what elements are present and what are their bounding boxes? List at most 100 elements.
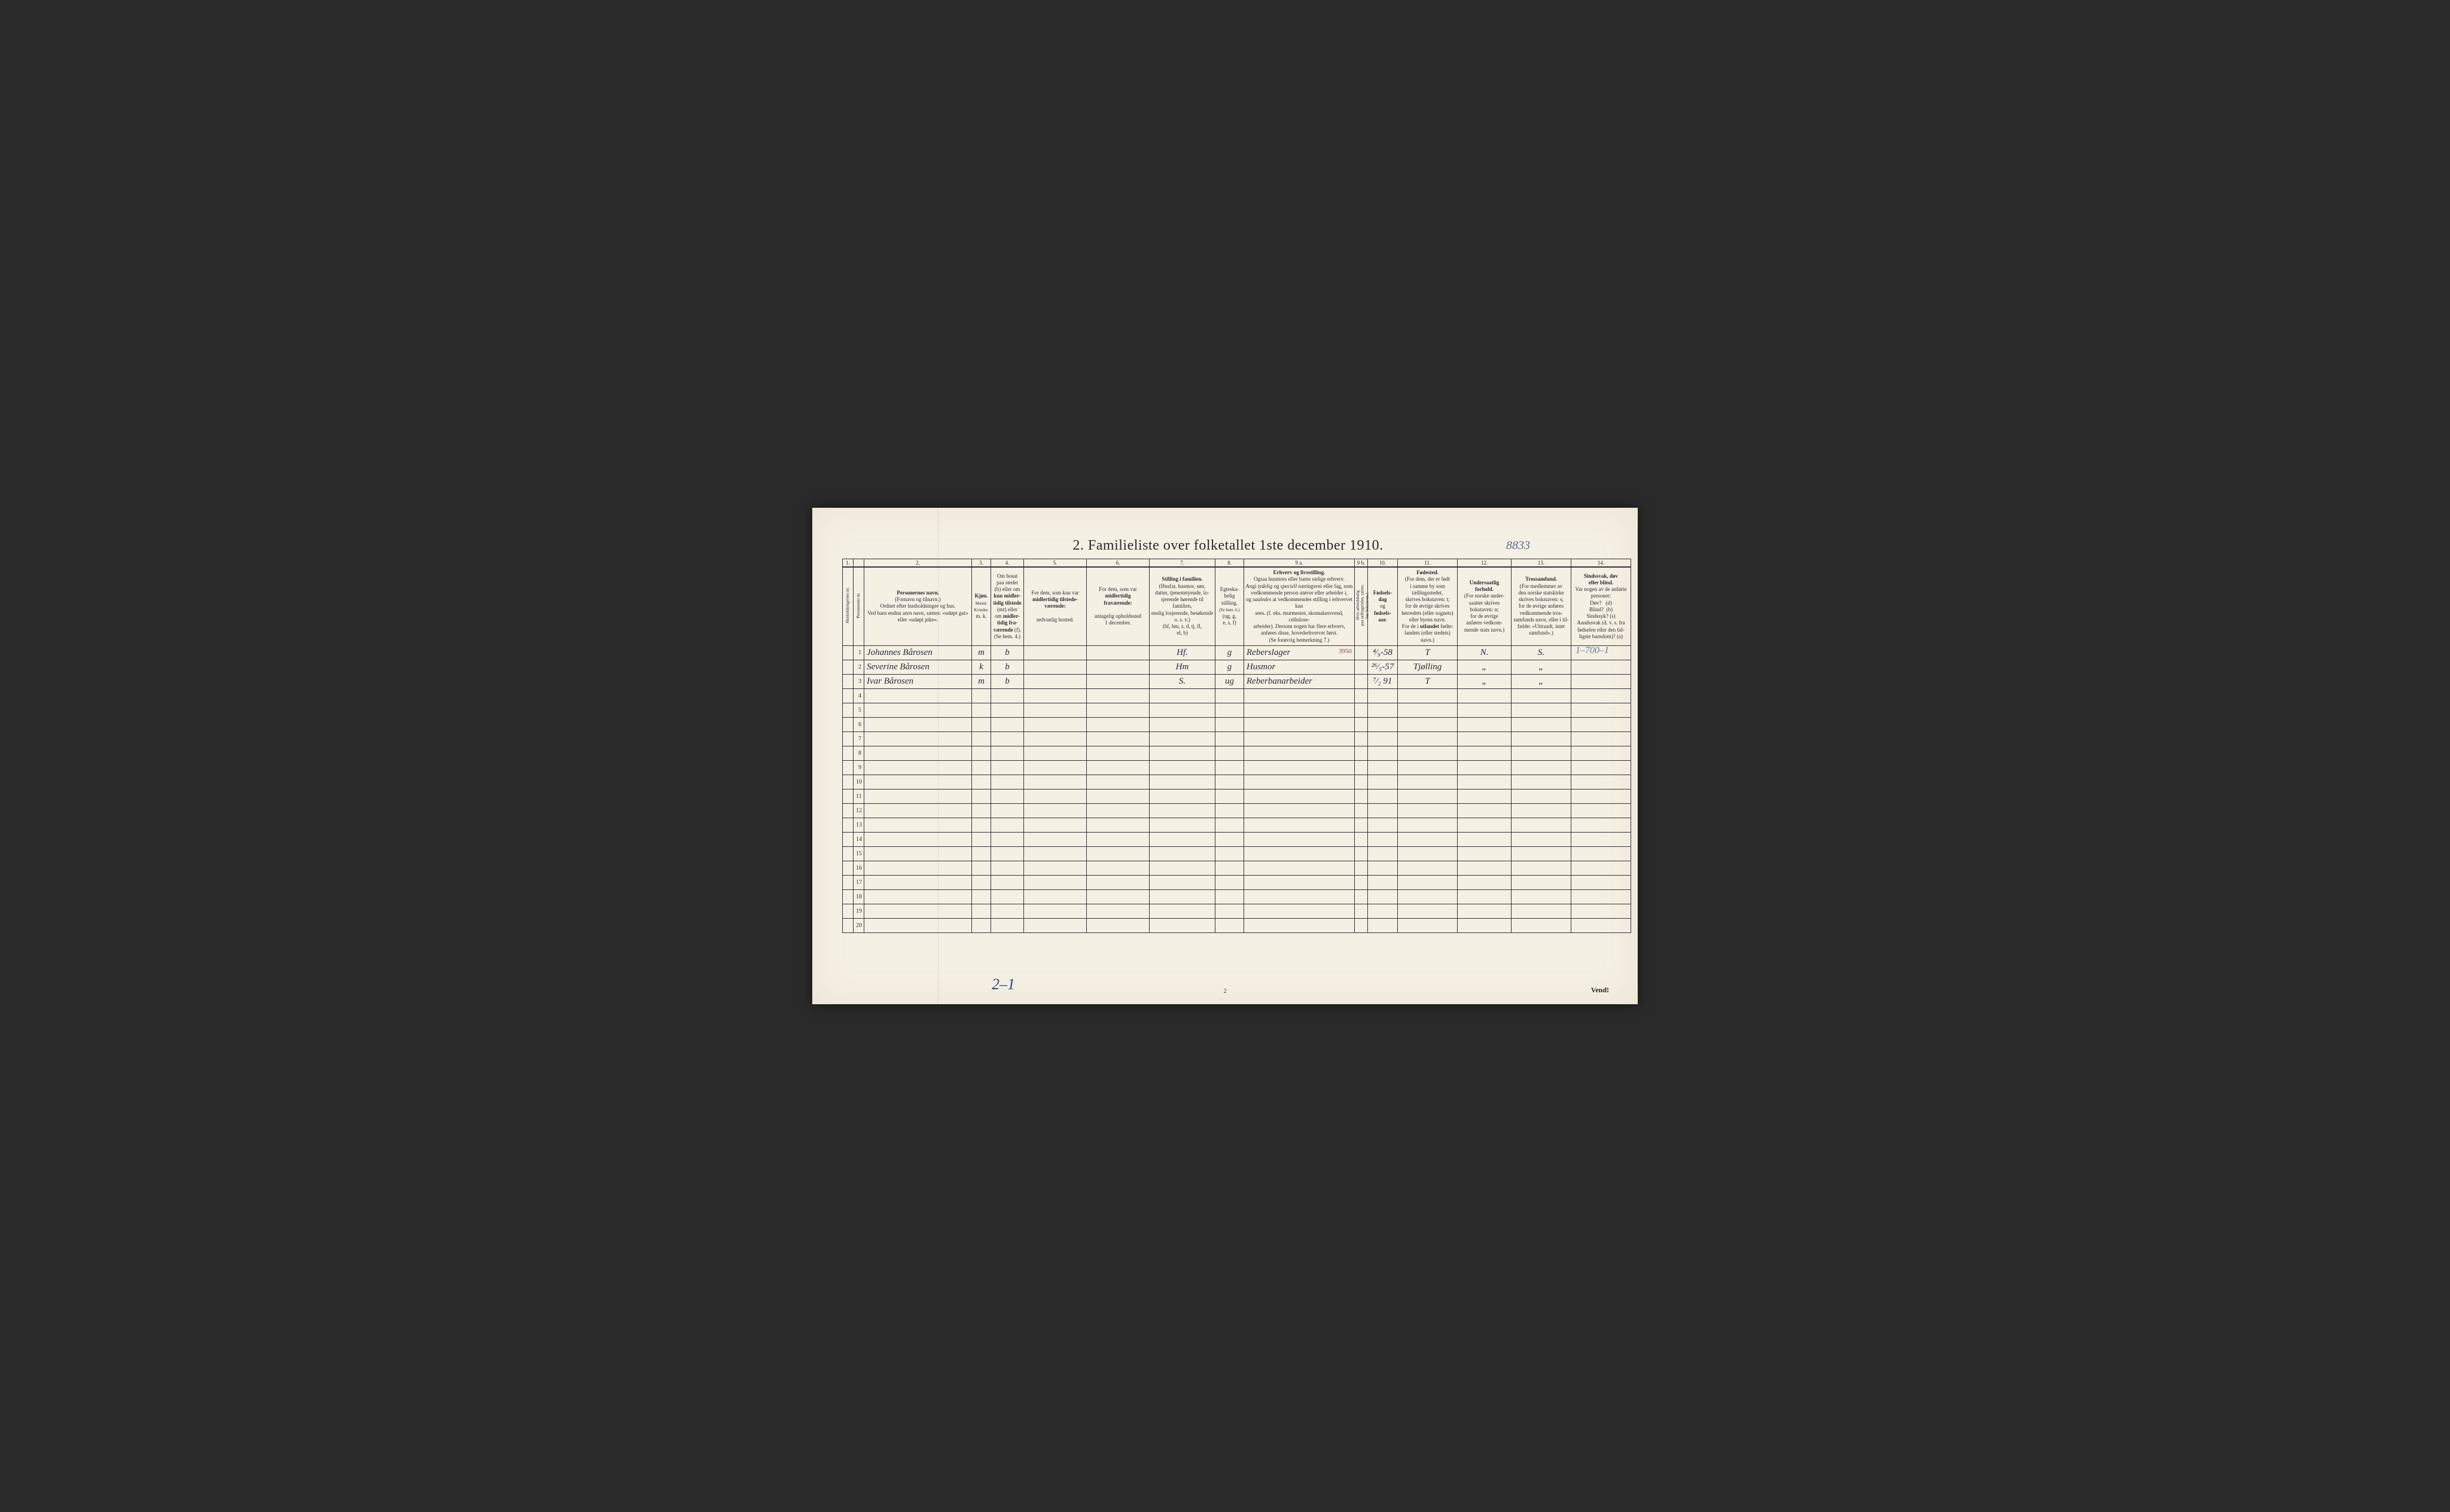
cell bbox=[972, 803, 991, 818]
census-table: 1.2.3.4.5.6.7.8.9 a.9 b.10.11.12.13.14. … bbox=[842, 559, 1631, 933]
cell bbox=[991, 889, 1024, 904]
cell bbox=[1150, 818, 1215, 832]
cell bbox=[1150, 904, 1215, 918]
cell bbox=[1215, 846, 1244, 861]
cell: 1 bbox=[854, 645, 864, 660]
column-number: 11. bbox=[1398, 559, 1458, 568]
cell bbox=[1215, 746, 1244, 760]
cell bbox=[1150, 688, 1215, 703]
cell bbox=[1150, 717, 1215, 731]
cell bbox=[1571, 674, 1631, 688]
table-row: 10 bbox=[843, 775, 1631, 789]
cell bbox=[864, 717, 972, 731]
cell bbox=[991, 688, 1024, 703]
cell bbox=[1087, 789, 1150, 803]
column-number: 8. bbox=[1215, 559, 1244, 568]
cell bbox=[1571, 861, 1631, 875]
table-row: 4 bbox=[843, 688, 1631, 703]
cell bbox=[1512, 775, 1571, 789]
cell bbox=[991, 918, 1024, 932]
cell bbox=[1244, 818, 1355, 832]
cell bbox=[991, 775, 1024, 789]
cell bbox=[1215, 789, 1244, 803]
cell bbox=[1571, 846, 1631, 861]
cell bbox=[972, 703, 991, 717]
cell bbox=[1087, 875, 1150, 889]
cell bbox=[972, 789, 991, 803]
table-row: 17 bbox=[843, 875, 1631, 889]
cell bbox=[1215, 703, 1244, 717]
cell bbox=[1024, 775, 1087, 789]
table-body: 1Johannes BårosenmbHf.gReberslager3950⁴⁄… bbox=[843, 645, 1631, 932]
cell: 18 bbox=[854, 889, 864, 904]
column-number: 1. bbox=[843, 559, 854, 568]
vend-label: Vend! bbox=[1591, 986, 1609, 995]
cell bbox=[1244, 731, 1355, 746]
cell bbox=[991, 717, 1024, 731]
page-number: 2 bbox=[1224, 988, 1227, 995]
cell bbox=[1512, 875, 1571, 889]
cell bbox=[864, 846, 972, 861]
cell bbox=[1024, 717, 1087, 731]
cell bbox=[991, 875, 1024, 889]
cell bbox=[1458, 832, 1512, 846]
cell bbox=[1024, 889, 1087, 904]
cell: ⁷⁄₂ 91 bbox=[1368, 674, 1398, 688]
cell bbox=[991, 746, 1024, 760]
cell: T bbox=[1398, 645, 1458, 660]
cell bbox=[1355, 861, 1368, 875]
cell bbox=[1087, 918, 1150, 932]
cell bbox=[1355, 688, 1368, 703]
cell bbox=[1368, 889, 1398, 904]
cell bbox=[1458, 846, 1512, 861]
cell: S. bbox=[1512, 645, 1571, 660]
cell bbox=[1024, 875, 1087, 889]
cell bbox=[1087, 846, 1150, 861]
cell bbox=[1244, 875, 1355, 889]
column-number: 7. bbox=[1150, 559, 1215, 568]
cell bbox=[843, 875, 854, 889]
cell bbox=[1150, 803, 1215, 818]
cell bbox=[1458, 775, 1512, 789]
cell bbox=[1571, 760, 1631, 775]
cell bbox=[1244, 803, 1355, 818]
cell bbox=[1087, 717, 1150, 731]
cell: b bbox=[991, 660, 1024, 674]
cell: „ bbox=[1458, 674, 1512, 688]
cell bbox=[1215, 688, 1244, 703]
column-header: Undersaatligforhold.(For norske under-sa… bbox=[1458, 567, 1512, 645]
census-page: 2. Familieliste over folketallet 1ste de… bbox=[812, 508, 1638, 1004]
column-header: Om bosatpaa stedet(b) eller omkun midler… bbox=[991, 567, 1024, 645]
cell bbox=[1244, 775, 1355, 789]
page-title: 2. Familieliste over folketallet 1ste de… bbox=[842, 538, 1614, 554]
column-number bbox=[854, 559, 864, 568]
cell bbox=[1398, 875, 1458, 889]
cell bbox=[864, 832, 972, 846]
cell: ug bbox=[1215, 674, 1244, 688]
cell bbox=[1215, 889, 1244, 904]
cell: 8 bbox=[854, 746, 864, 760]
cell bbox=[1024, 904, 1087, 918]
cell: Husmor bbox=[1244, 660, 1355, 674]
column-number: 10. bbox=[1368, 559, 1398, 568]
cell bbox=[1458, 918, 1512, 932]
annotation-bottom: 2–1 bbox=[992, 976, 1015, 993]
cell bbox=[972, 832, 991, 846]
cell bbox=[991, 904, 1024, 918]
cell bbox=[1398, 904, 1458, 918]
cell bbox=[1571, 746, 1631, 760]
table-row: 19 bbox=[843, 904, 1631, 918]
cell bbox=[1215, 731, 1244, 746]
cell: k bbox=[972, 660, 991, 674]
table-row: 16 bbox=[843, 861, 1631, 875]
cell: 4 bbox=[854, 688, 864, 703]
cell bbox=[972, 904, 991, 918]
cell bbox=[1087, 889, 1150, 904]
cell bbox=[1368, 717, 1398, 731]
cell bbox=[1244, 717, 1355, 731]
column-header: Husholdningernes nr. bbox=[843, 567, 854, 645]
cell bbox=[1244, 703, 1355, 717]
cell bbox=[972, 875, 991, 889]
cell bbox=[991, 760, 1024, 775]
table-row: 12 bbox=[843, 803, 1631, 818]
